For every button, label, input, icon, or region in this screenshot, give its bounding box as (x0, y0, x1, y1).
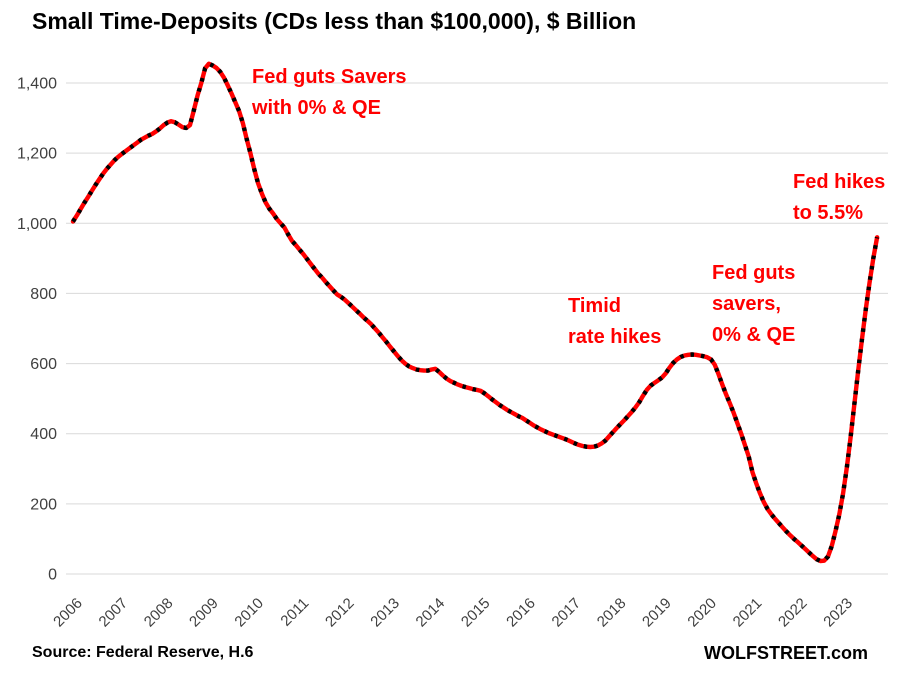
annotation-fed-hikes-55: Fed hikes to 5.5% (793, 171, 886, 224)
brand-wolfstreet: WOLFSTREET.com (703, 643, 868, 663)
x-tick-label: 2007 (96, 595, 132, 631)
annotation-fed-guts-savers-2020: Fed guts savers, 0% & QE (712, 262, 796, 346)
y-tick-label: 800 (30, 286, 57, 303)
y-tick-label: 0 (48, 567, 57, 584)
x-tick-label: 2022 (775, 595, 811, 631)
x-tick-label: 2008 (141, 595, 177, 631)
y-tick-label: 200 (30, 496, 57, 513)
x-tick-label: 2016 (503, 595, 539, 631)
y-tick-label: 1,000 (17, 216, 57, 233)
annotation-fed-guts-savers-2009: Fed guts Savers with 0% & QE (252, 66, 407, 119)
x-tick-label: 2012 (322, 595, 358, 631)
source-note: Source: Federal Reserve, H.6 (32, 644, 254, 661)
annotation-timid-rate-hikes: Timid rate hikes (568, 295, 662, 348)
x-tick-label: 2021 (730, 595, 766, 631)
y-tick-label: 1,400 (17, 76, 57, 93)
x-tick-label: 2015 (458, 595, 494, 631)
x-tick-label: 2019 (639, 595, 675, 631)
x-tick-label: 2011 (277, 595, 312, 630)
y-tick-label: 400 (30, 426, 57, 443)
x-tick-label: 2014 (413, 595, 449, 631)
x-tick-label: 2017 (549, 595, 585, 631)
x-tick-label: 2020 (684, 595, 720, 631)
x-tick-label: 2009 (186, 595, 222, 631)
x-tick-label: 2018 (594, 595, 630, 631)
y-tick-label: 600 (30, 356, 57, 373)
deposits-line-dash-overlay (71, 61, 880, 564)
y-tick-label: 1,200 (17, 146, 57, 163)
chart-title: Small Time-Deposits (CDs less than $100,… (32, 8, 637, 34)
x-tick-label: 2023 (820, 595, 856, 631)
x-tick-label: 2010 (231, 595, 267, 631)
x-tick-label: 2006 (50, 595, 86, 631)
x-tick-label: 2013 (367, 595, 403, 631)
